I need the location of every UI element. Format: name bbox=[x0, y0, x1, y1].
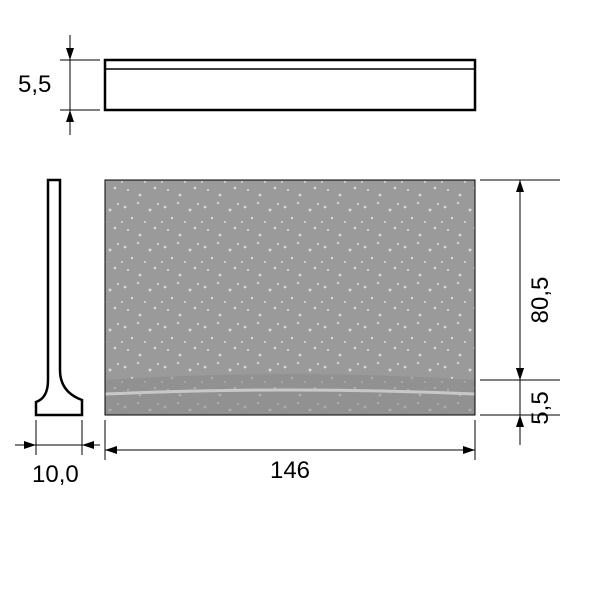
dim-top-thickness-label: 5,5 bbox=[18, 71, 51, 98]
dim-front-width: 146 bbox=[105, 420, 475, 484]
profile-view bbox=[36, 180, 82, 415]
technical-drawing: 5,5 10,0 146 bbox=[0, 0, 600, 600]
dim-front-height-label: 80,5 bbox=[527, 277, 554, 324]
dim-profile-width-label: 10,0 bbox=[32, 461, 79, 488]
dim-front-height: 80,5 5,5 bbox=[480, 180, 560, 445]
dim-top-thickness: 5,5 bbox=[18, 35, 100, 135]
front-view bbox=[105, 180, 475, 415]
top-view bbox=[105, 60, 475, 110]
dim-cove-height-label: 5,5 bbox=[527, 391, 554, 424]
dim-profile-width: 10,0 bbox=[15, 420, 100, 488]
dim-front-width-label: 146 bbox=[270, 457, 310, 484]
